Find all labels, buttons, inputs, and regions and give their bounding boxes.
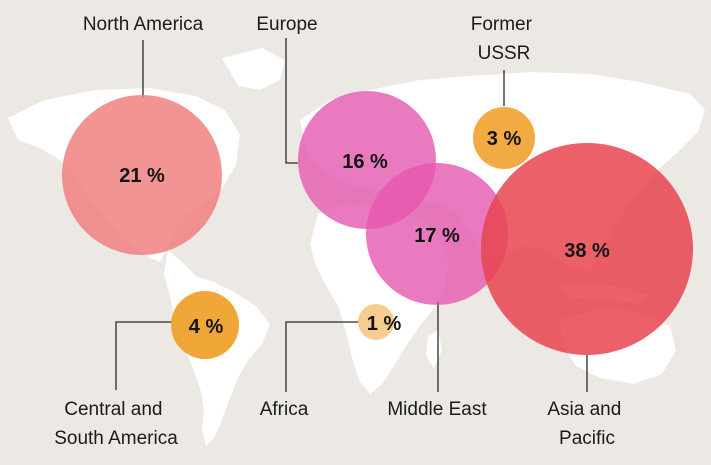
central-south-america-label: Central and South America	[54, 399, 178, 449]
asia-pacific-label: Asia and Pacific	[547, 399, 626, 449]
europe-label: Europe	[256, 14, 317, 35]
central-south-america-percent: 4 %	[189, 316, 224, 338]
former-ussr-bubble	[473, 107, 535, 169]
madagascar-landmass	[426, 330, 442, 368]
central-south-america-bubble	[171, 291, 239, 359]
asia-pacific-bubble	[481, 143, 693, 355]
africa-percent: 1 %	[367, 313, 402, 335]
leader-lines	[115, 38, 588, 392]
greenland-landmass	[222, 48, 285, 90]
former-ussr-label: Former USSR	[471, 14, 538, 64]
africa-leader-line	[285, 321, 360, 392]
africa-label: Africa	[260, 399, 309, 420]
middle-east-bubble	[366, 163, 508, 305]
former-ussr-percent: 3 %	[487, 128, 522, 150]
europe-percent: 16 %	[342, 151, 388, 173]
central-south-america-leader-line	[115, 321, 172, 390]
north-america-percent: 21 %	[119, 165, 165, 187]
europe-leader-line	[285, 38, 298, 164]
africa-bubble	[358, 304, 394, 340]
middle-east-percent: 17 %	[414, 225, 460, 247]
north-america-bubble	[62, 95, 222, 255]
asia-pacific-percent: 38 %	[564, 240, 610, 262]
north-america-label: North America	[83, 14, 204, 35]
middle-east-label: Middle East	[387, 399, 487, 420]
